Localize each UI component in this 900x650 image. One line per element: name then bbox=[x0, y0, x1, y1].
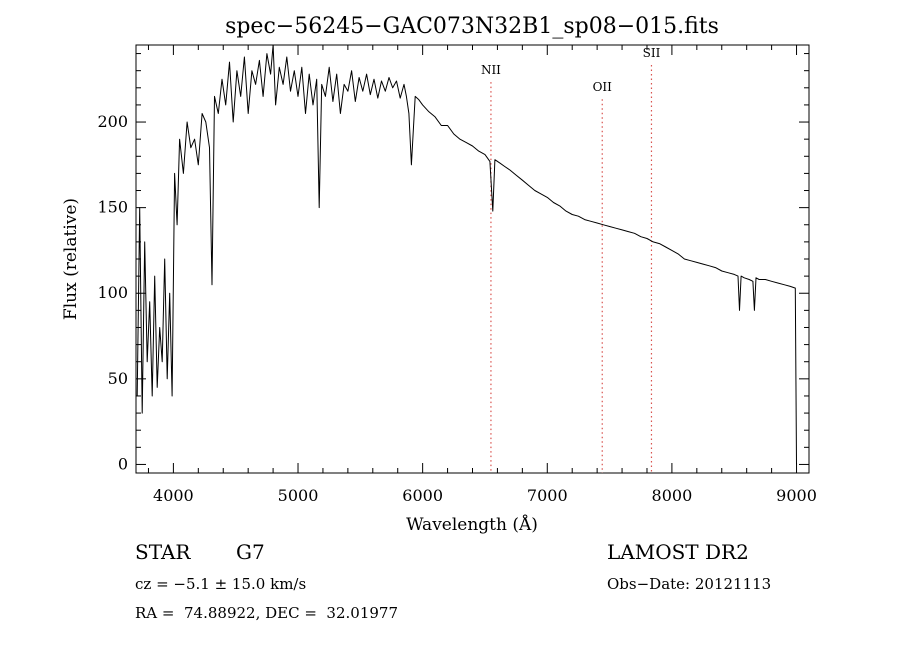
x-tick-label: 9000 bbox=[776, 486, 817, 505]
y-axis-label: Flux (relative) bbox=[61, 198, 81, 320]
x-tick-label: 4000 bbox=[153, 486, 194, 505]
spectrum-line bbox=[136, 44, 797, 465]
coordinates-readout: RA = 74.88922, DEC = 32.01977 bbox=[135, 604, 399, 622]
survey-name: LAMOST DR2 bbox=[607, 540, 749, 564]
object-subclass: G7 bbox=[236, 540, 265, 564]
observation-date: Obs−Date: 20121113 bbox=[607, 575, 772, 593]
x-axis-label: Wavelength (Å) bbox=[406, 514, 538, 535]
y-tick-label: 50 bbox=[108, 369, 128, 388]
line-marker-label: SII bbox=[643, 46, 661, 60]
y-tick-label: 0 bbox=[118, 454, 128, 473]
spectrum-series bbox=[136, 44, 797, 465]
y-tick-label: 200 bbox=[97, 112, 128, 131]
line-markers: NII OII SII bbox=[481, 46, 661, 473]
object-class: STAR bbox=[135, 540, 191, 564]
axis-ticks: 4000 5000 6000 7000 8000 9000 0 50 100 150 200 bbox=[97, 45, 817, 505]
redshift-readout: cz = −5.1 ± 15.0 km/s bbox=[135, 575, 307, 593]
chart-title: spec−56245−GAC073N32B1_sp08−015.fits bbox=[225, 14, 719, 39]
line-marker-label: NII bbox=[481, 63, 501, 77]
x-tick-label: 8000 bbox=[652, 486, 693, 505]
x-tick-label: 7000 bbox=[527, 486, 568, 505]
plot-frame bbox=[135, 44, 810, 474]
line-marker-label: OII bbox=[593, 80, 613, 94]
x-tick-label: 6000 bbox=[402, 486, 443, 505]
y-tick-label: 150 bbox=[97, 198, 128, 217]
x-tick-label: 5000 bbox=[278, 486, 319, 505]
y-tick-label: 100 bbox=[97, 283, 128, 302]
